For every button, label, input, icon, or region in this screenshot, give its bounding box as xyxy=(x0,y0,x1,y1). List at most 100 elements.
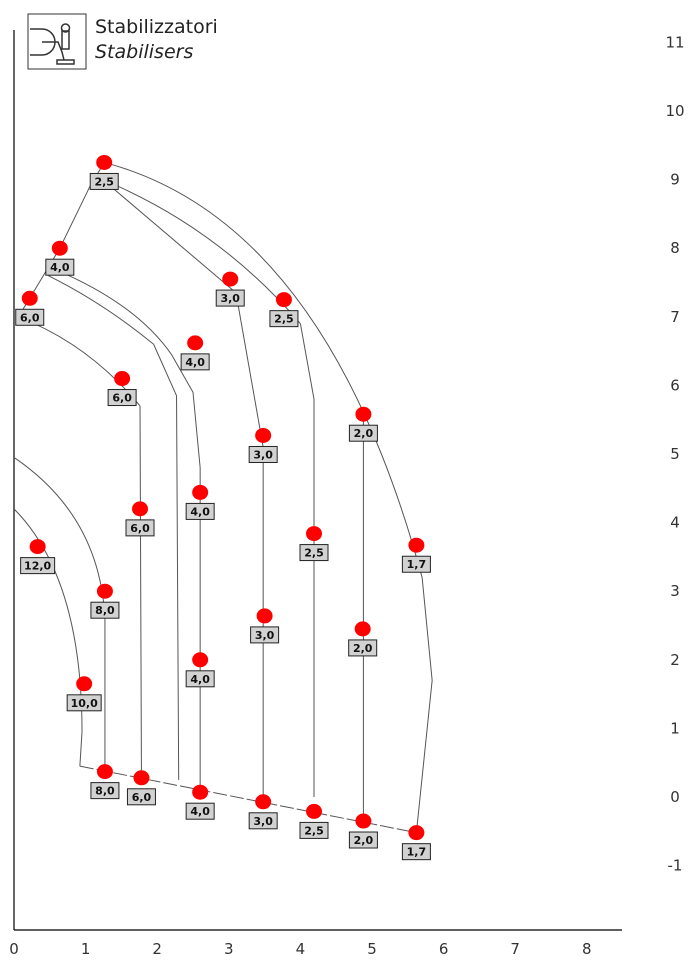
capacity-curve-3 xyxy=(299,323,315,797)
capacity-label: 10,0 xyxy=(71,697,98,710)
capacity-label: 2,5 xyxy=(94,175,114,188)
capacity-label: 3,0 xyxy=(255,629,275,642)
load-point: 1,7 xyxy=(401,825,431,861)
capacity-label-box xyxy=(180,353,210,371)
capacity-curve-15 xyxy=(79,731,83,767)
capacity-label-box xyxy=(348,639,378,657)
load-point: 8,0 xyxy=(90,764,120,800)
capacity-label-box xyxy=(248,812,278,830)
load-point: 3,0 xyxy=(248,427,278,463)
point-marker xyxy=(76,676,93,692)
load-point: 3,0 xyxy=(215,271,245,307)
capacity-label: 2,0 xyxy=(354,834,374,847)
load-point: 3,0 xyxy=(248,794,278,830)
capacity-label-box xyxy=(299,544,329,562)
point-marker xyxy=(256,608,273,624)
capacity-label: 4,0 xyxy=(190,805,210,818)
capacity-curve-6 xyxy=(48,275,154,345)
x-tick-label: 6 xyxy=(439,940,449,958)
capacity-label-box xyxy=(269,310,299,328)
capacity-curve-5 xyxy=(171,354,201,793)
capacity-curve-4 xyxy=(53,268,172,355)
load-point: 2,5 xyxy=(89,154,119,190)
point-marker xyxy=(355,406,372,422)
capacity-label-box xyxy=(215,289,245,307)
capacity-label-box xyxy=(20,557,56,575)
y-tick-label: 6 xyxy=(670,376,680,394)
capacity-label-box xyxy=(348,831,378,849)
y-tick-label: 7 xyxy=(670,308,680,326)
capacity-label-box xyxy=(90,601,120,619)
capacity-label: 8,0 xyxy=(95,604,115,617)
load-point: 6,0 xyxy=(107,371,137,407)
y-tick-label: 5 xyxy=(670,445,680,463)
capacity-curve-10 xyxy=(102,179,264,802)
capacity-label-box xyxy=(348,424,378,442)
point-marker xyxy=(192,784,209,800)
capacity-label: 1,7 xyxy=(407,558,427,571)
point-marker xyxy=(51,240,68,256)
capacity-label-box xyxy=(107,389,137,407)
point-marker xyxy=(275,292,292,308)
capacity-curve-9 xyxy=(139,405,142,778)
x-tick-label: 4 xyxy=(296,940,306,958)
x-tick-label: 5 xyxy=(367,940,377,958)
capacity-label: 6,0 xyxy=(132,791,152,804)
load-point: 2,0 xyxy=(348,406,378,442)
y-tick-label: 1 xyxy=(670,719,680,737)
y-tick-label: -1 xyxy=(668,857,683,875)
capacity-label-box xyxy=(89,172,119,190)
load-point: 4,0 xyxy=(45,240,75,276)
capacity-label: 2,0 xyxy=(354,427,374,440)
y-tick-label: 0 xyxy=(670,788,680,806)
load-point: 4,0 xyxy=(185,484,215,520)
point-marker xyxy=(255,794,272,810)
point-marker xyxy=(132,501,149,517)
load-point: 6,0 xyxy=(125,501,155,537)
x-tick-label: 1 xyxy=(81,940,91,958)
capacity-label-box xyxy=(45,258,75,276)
capacity-label: 2,5 xyxy=(274,313,294,326)
x-tick-label: 2 xyxy=(152,940,162,958)
capacity-label-box xyxy=(250,626,280,644)
y-tick-label: 3 xyxy=(670,582,680,600)
capacity-label-box xyxy=(185,802,215,820)
load-point: 2,5 xyxy=(299,803,329,839)
capacity-label: 3,0 xyxy=(220,292,240,305)
capacity-label: 4,0 xyxy=(190,505,210,518)
point-marker xyxy=(222,271,239,287)
capacity-label: 2,5 xyxy=(304,547,324,560)
load-point: 6,0 xyxy=(15,290,45,326)
point-marker xyxy=(21,290,38,306)
point-marker xyxy=(192,484,209,500)
capacity-label: 3,0 xyxy=(253,448,273,461)
load-point: 12,0 xyxy=(20,539,56,575)
point-marker xyxy=(355,813,372,829)
point-marker xyxy=(354,621,371,637)
x-tick-labels: 0 1 2 3 4 5 6 7 8 xyxy=(9,940,591,958)
y-tick-label: 10 xyxy=(665,102,684,120)
load-point: 10,0 xyxy=(66,676,102,712)
legend-title: Stabilizzatori xyxy=(95,16,218,38)
y-tick-label: 2 xyxy=(670,651,680,669)
load-point: 2,5 xyxy=(299,526,329,562)
point-marker xyxy=(96,583,113,599)
load-point: 4,0 xyxy=(185,784,215,820)
capacity-label: 6,0 xyxy=(112,392,132,405)
capacity-label-box xyxy=(15,308,45,326)
capacity-label: 6,0 xyxy=(20,311,40,324)
load-point: 4,0 xyxy=(185,652,215,688)
load-point: 1,7 xyxy=(401,537,431,573)
load-point: 8,0 xyxy=(90,583,120,619)
capacity-label-box xyxy=(90,782,120,800)
capacity-label-box xyxy=(248,445,278,463)
y-tick-label: 11 xyxy=(665,33,684,51)
capacity-label: 4,0 xyxy=(190,673,210,686)
point-marker xyxy=(29,539,46,555)
capacity-curve-0 xyxy=(104,161,423,578)
capacity-label-box xyxy=(185,670,215,688)
capacity-label: 3,0 xyxy=(253,815,273,828)
capacity-curve-12 xyxy=(13,457,106,619)
capacity-label-box xyxy=(401,555,431,573)
